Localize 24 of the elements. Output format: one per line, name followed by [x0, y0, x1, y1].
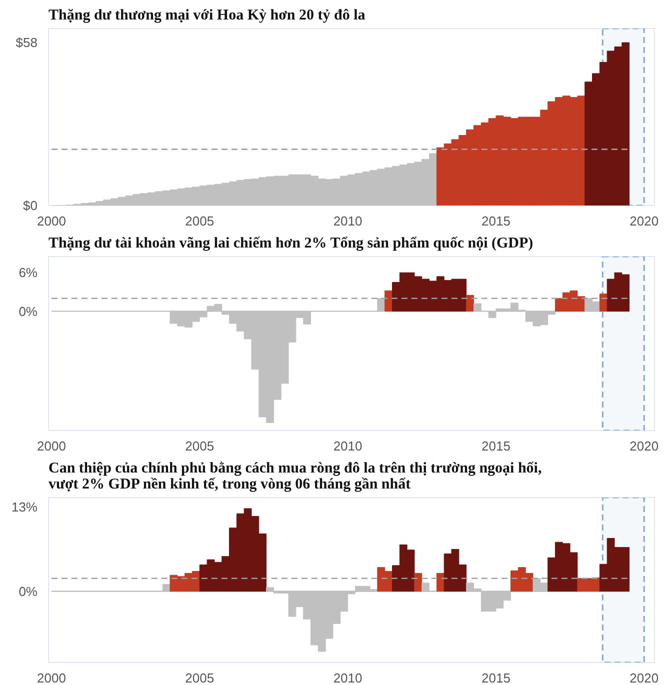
chart-title: Thặng dư tài khoản vãng lai chiếm hơn 2% Tổng sản phẩm quốc nội (GDP)	[48, 236, 534, 252]
x-tick-label: 2020	[630, 214, 659, 228]
x-tick-label: 2000	[37, 214, 66, 228]
x-tick-label: 2000	[37, 438, 66, 454]
chart-title: Can thiệp của chính phủ bằng cách mua ròng đô la trên thị trường ngoại hối, vượt 2% GDP nền kinh tế, trong vòng 06 tháng gần nhất	[48, 460, 542, 492]
y-tick-label: $58	[16, 35, 38, 50]
y-tick-label: 0%	[18, 304, 38, 319]
y-tick-label: $0	[23, 198, 38, 213]
x-tick-label: 2010	[333, 214, 362, 228]
chart-title: Thặng dư thương mại với Hoa Kỳ hơn 20 tỷ đô la	[48, 8, 366, 24]
x-tick-label: 2005	[185, 214, 214, 228]
x-tick-label: 2010	[333, 438, 362, 454]
x-tick-label: 2000	[37, 670, 66, 685]
x-tick-label: 2015	[482, 670, 510, 685]
x-tick-label: 2005	[185, 438, 214, 454]
y-tick-label: 0%	[18, 584, 38, 599]
x-tick-label: 2005	[185, 670, 214, 685]
x-tick-label: 2020	[630, 438, 659, 454]
y-tick-label: 6%	[18, 265, 38, 280]
x-tick-label: 2015	[482, 438, 510, 454]
y-tick-label: 13%	[11, 500, 38, 515]
x-tick-label: 2020	[630, 670, 659, 685]
x-tick-label: 2010	[333, 670, 362, 685]
x-tick-label: 2015	[482, 214, 510, 228]
